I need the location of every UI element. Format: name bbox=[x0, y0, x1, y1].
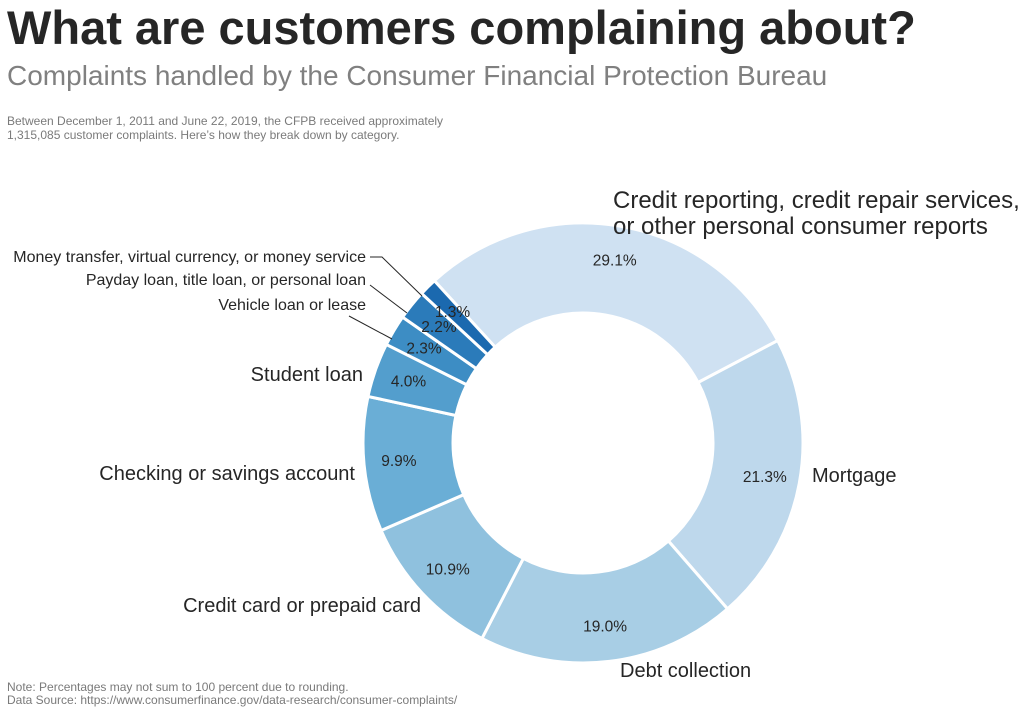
slice-percent-label: 2.3% bbox=[406, 340, 442, 357]
donut-slice bbox=[479, 538, 730, 665]
chart-description: Between December 1, 2011 and June 22, 20… bbox=[7, 114, 443, 142]
chart-subtitle: Complaints handled by the Consumer Finan… bbox=[7, 60, 828, 91]
description-line: 1,315,085 customer complaints. Here’s ho… bbox=[7, 128, 400, 142]
slice-percent-label: 19.0% bbox=[583, 619, 627, 636]
slice-category-label: Credit reporting, credit repair services… bbox=[613, 187, 1020, 240]
slice-category-label: Checking or savings account bbox=[99, 463, 355, 485]
slice-percent-label: 4.0% bbox=[391, 373, 427, 390]
slice-percent-label: 9.9% bbox=[381, 453, 417, 470]
slice-category-label: Vehicle loan or lease bbox=[218, 297, 366, 314]
slice-category-label: Student loan bbox=[251, 364, 363, 386]
rounding-note: Note: Percentages may not sum to 100 per… bbox=[7, 680, 349, 694]
donut-slice bbox=[666, 338, 805, 612]
slice-category-label: Debt collection bbox=[620, 660, 751, 682]
slice-category-label: Credit card or prepaid card bbox=[183, 595, 421, 617]
slice-percent-label: 1.3% bbox=[435, 304, 471, 321]
slice-category-label: Mortgage bbox=[812, 465, 897, 487]
label-leader-line bbox=[369, 284, 408, 314]
donut-slice bbox=[419, 278, 498, 357]
data-source: Data Source: https://www.consumerfinance… bbox=[7, 693, 458, 707]
donut-slice bbox=[432, 221, 780, 385]
chart-title: What are customers complaining about? bbox=[7, 1, 916, 54]
label-leader-line bbox=[348, 315, 393, 340]
slice-category-label: Payday loan, title loan, or personal loa… bbox=[86, 272, 366, 289]
chart-footnote: Note: Percentages may not sum to 100 per… bbox=[7, 681, 457, 707]
slice-percent-label: 29.1% bbox=[593, 253, 637, 270]
slice-percent-label: 2.2% bbox=[421, 319, 457, 336]
slice-percent-label: 10.9% bbox=[426, 561, 470, 578]
slice-category-label: Money transfer, virtual currency, or mon… bbox=[13, 249, 366, 266]
label-leader-line bbox=[370, 256, 423, 297]
description-line: Between December 1, 2011 and June 22, 20… bbox=[7, 114, 444, 128]
slice-percent-label: 21.3% bbox=[743, 469, 787, 486]
